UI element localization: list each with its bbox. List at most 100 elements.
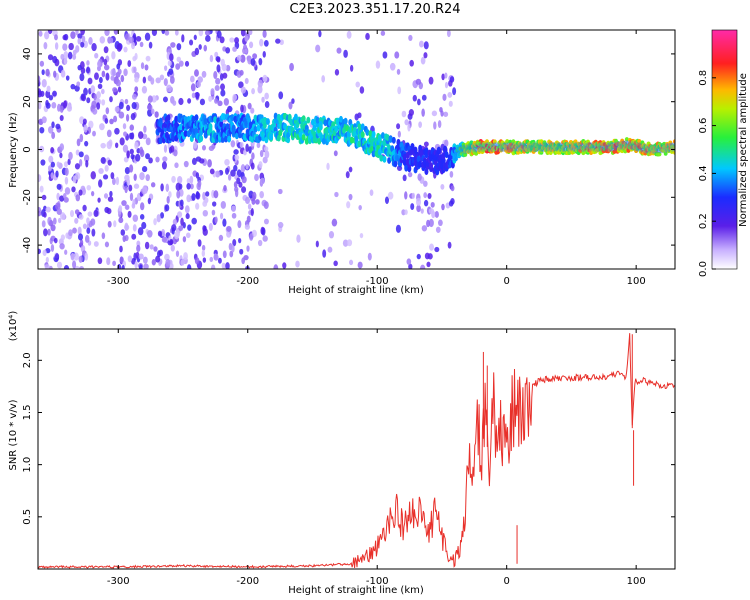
heatmap-ridge-cell bbox=[174, 134, 179, 142]
heatmap-cell bbox=[401, 110, 407, 118]
heatmap-cell bbox=[104, 164, 109, 172]
heatmap-cell bbox=[138, 264, 143, 269]
heatmap-cell bbox=[419, 264, 426, 269]
heatmap-cell bbox=[106, 140, 112, 150]
heatmap-cell bbox=[82, 118, 87, 125]
heatmap-cell bbox=[199, 98, 206, 106]
heatmap-cell bbox=[135, 36, 142, 42]
heatmap-cell bbox=[59, 105, 64, 113]
heatmap-cell bbox=[433, 121, 437, 130]
heatmap-cell bbox=[449, 76, 455, 83]
heatmap-cell bbox=[124, 167, 131, 175]
bottom-x-axis-label: Height of straight line (km) bbox=[288, 585, 424, 596]
heatmap-cell bbox=[79, 239, 84, 247]
heatmap-cell bbox=[437, 120, 442, 129]
heatmap-ridge-cell bbox=[315, 116, 320, 124]
heatmap-cell bbox=[260, 177, 265, 185]
heatmap-cell bbox=[447, 92, 453, 98]
heatmap-cell bbox=[261, 96, 265, 103]
heatmap-cell bbox=[205, 35, 211, 42]
heatmap-cell bbox=[147, 197, 152, 205]
heatmap-cell bbox=[214, 216, 218, 224]
heatmap-cell bbox=[185, 232, 191, 239]
heatmap-ridge-cell bbox=[203, 117, 208, 125]
heatmap-cell bbox=[191, 217, 197, 225]
heatmap-cell bbox=[444, 139, 449, 147]
heatmap-cell bbox=[63, 100, 67, 109]
heatmap-ridge-cell bbox=[385, 134, 390, 141]
bottom-x-tick-label: -300 bbox=[107, 576, 130, 587]
colorbar-tick-label: 0.8 bbox=[698, 70, 709, 86]
heatmap-cell bbox=[43, 42, 48, 50]
heatmap-ridge-cell bbox=[441, 152, 446, 160]
heatmap-cell bbox=[423, 199, 429, 207]
heatmap-ridge-cell bbox=[194, 127, 199, 135]
heatmap-cell bbox=[279, 39, 284, 46]
heatmap-ridge-cell bbox=[191, 115, 196, 123]
top-y-tick-label: -20 bbox=[22, 189, 33, 205]
heatmap-ridge-cell bbox=[345, 125, 350, 132]
heatmap-cell bbox=[155, 255, 161, 263]
heatmap-cell bbox=[201, 70, 207, 78]
heatmap-cell bbox=[418, 121, 422, 128]
heatmap-cell bbox=[442, 93, 447, 101]
heatmap-cell bbox=[72, 260, 77, 269]
heatmap-cell bbox=[223, 98, 229, 106]
heatmap-cell bbox=[59, 152, 63, 159]
heatmap-cell bbox=[56, 261, 63, 269]
heatmap-cell bbox=[250, 107, 255, 114]
top-x-tick-label: -300 bbox=[107, 276, 130, 287]
heatmap-cell bbox=[444, 81, 449, 89]
heatmap-cell bbox=[111, 51, 116, 60]
heatmap-cell bbox=[79, 265, 84, 269]
heatmap-cell bbox=[428, 208, 435, 215]
heatmap-cell bbox=[127, 210, 132, 218]
heatmap-cell bbox=[127, 255, 133, 263]
heatmap-cell bbox=[244, 35, 249, 42]
heatmap-cell bbox=[245, 163, 249, 170]
heatmap-cell bbox=[397, 130, 401, 138]
heatmap-ridge-cell bbox=[393, 160, 398, 168]
heatmap-cell bbox=[231, 205, 236, 212]
heatmap-ridge-cell bbox=[253, 125, 258, 133]
heatmap-cell bbox=[104, 30, 110, 37]
heatmap-cell bbox=[90, 171, 96, 180]
heatmap-cell bbox=[140, 62, 145, 70]
heatmap-cell bbox=[123, 46, 128, 53]
heatmap-cell bbox=[247, 203, 252, 210]
heatmap-cell bbox=[147, 95, 153, 103]
heatmap-cell bbox=[72, 227, 77, 234]
heatmap-cell bbox=[56, 183, 62, 190]
heatmap-cell bbox=[50, 244, 55, 252]
heatmap-cell bbox=[104, 241, 110, 248]
heatmap-cell bbox=[74, 85, 80, 92]
heatmap-cell bbox=[155, 77, 161, 84]
heatmap-cell bbox=[263, 39, 269, 47]
heatmap-cell bbox=[57, 217, 62, 224]
heatmap-cell bbox=[174, 162, 179, 169]
heatmap-cell bbox=[257, 239, 263, 247]
heatmap-cell bbox=[450, 185, 455, 192]
heatmap-cell bbox=[162, 96, 168, 103]
heatmap-cell bbox=[48, 94, 54, 101]
heatmap-cell bbox=[418, 40, 424, 48]
heatmap-cell bbox=[59, 143, 65, 151]
heatmap-cell bbox=[423, 141, 429, 147]
heatmap-ridge-cell bbox=[435, 168, 440, 176]
heatmap-cell bbox=[208, 145, 215, 151]
heatmap-cell bbox=[86, 97, 91, 104]
heatmap-cell bbox=[231, 212, 237, 219]
heatmap-ridge-cell bbox=[379, 154, 384, 162]
heatmap-ridge-cell bbox=[334, 125, 339, 133]
heatmap-ridge-cell bbox=[531, 141, 536, 147]
heatmap-cell bbox=[216, 57, 221, 63]
heatmap-cell bbox=[441, 73, 445, 81]
heatmap-cell bbox=[251, 88, 255, 95]
heatmap-cell bbox=[86, 66, 91, 74]
heatmap-cell bbox=[291, 98, 295, 104]
heatmap-cell bbox=[55, 123, 61, 130]
heatmap-cell bbox=[259, 190, 264, 199]
heatmap-ridge-cell bbox=[391, 136, 396, 144]
heatmap-cell bbox=[331, 218, 338, 227]
